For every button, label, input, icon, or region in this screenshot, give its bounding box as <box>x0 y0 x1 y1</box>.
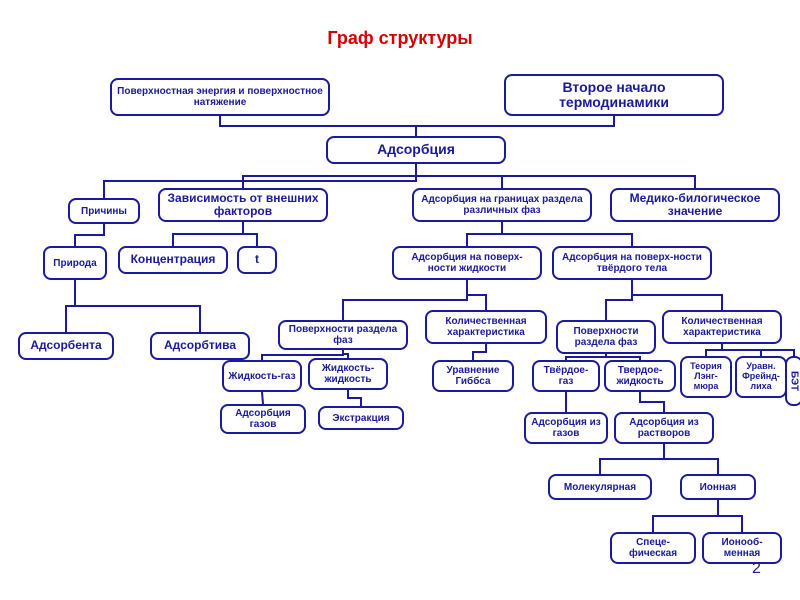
node-n27: Адсорбция газов <box>220 404 306 434</box>
node-n11: Адсорбция на поверх-ности жидкости <box>392 246 542 280</box>
edge-n6-n11 <box>467 222 502 246</box>
node-n32: Ионная <box>680 474 756 500</box>
node-n10: t <box>237 246 277 274</box>
node-n15: Поверхности раздела фаз <box>278 320 408 350</box>
node-n18: Количественная характеристика <box>662 310 782 344</box>
edge-n5-n10 <box>243 222 257 246</box>
edge-n19-n27 <box>262 392 263 404</box>
node-n31: Молекулярная <box>548 474 652 500</box>
node-n24: Теория Лэнг-мюра <box>680 356 732 398</box>
node-n14: Адсорбтива <box>150 332 250 360</box>
node-n30: Адсорбция из растворов <box>614 412 714 444</box>
edge-n18-n26 <box>722 344 794 356</box>
edge-n20-n28 <box>348 390 361 406</box>
edge-n5-n9 <box>173 222 243 246</box>
node-n12: Адсорбция на поверх-ности твёрдого тела <box>552 246 712 280</box>
edge-n12-n18 <box>632 280 722 310</box>
edge-n3-n6 <box>416 164 502 188</box>
node-n13: Адсорбента <box>18 332 114 360</box>
node-n4: Причины <box>68 198 140 224</box>
node-n25: Уравн. Фрейнд-лиха <box>735 356 787 398</box>
node-n34: Ионооб-менная <box>702 532 782 564</box>
edge-n3-n7 <box>416 164 695 188</box>
node-n28: Экстракция <box>318 406 404 430</box>
node-n23: Твердое-жидкость <box>604 360 676 392</box>
node-n1: Поверхностная энергия и поверхностное на… <box>110 78 330 116</box>
node-n5: Зависимость от внешних факторов <box>158 188 328 222</box>
node-n9: Концентрация <box>118 246 228 274</box>
node-n6: Адсорбция на границах раздела различных … <box>412 188 592 222</box>
edge-n23-n30 <box>640 392 664 412</box>
node-n21: Уравнение Гиббса <box>432 360 514 392</box>
edge-n4-n8 <box>75 224 104 246</box>
node-n17: Поверхности раздела фаз <box>556 320 656 354</box>
node-n22: Твёрдое-газ <box>532 360 600 392</box>
edge-n8-n13 <box>66 280 75 332</box>
edge-n12-n17 <box>606 280 632 320</box>
edge-n2-n3 <box>416 116 614 136</box>
edge-n32-n34 <box>718 500 742 532</box>
node-n7: Медико-билогическое значение <box>610 188 780 222</box>
edge-n30-n31 <box>600 444 664 474</box>
node-n2: Второе начало термодинамики <box>504 74 724 116</box>
edge-n1-n3 <box>220 116 416 136</box>
edge-n11-n16 <box>467 280 486 310</box>
node-n8: Природа <box>43 246 107 280</box>
edge-n16-n21 <box>473 344 486 360</box>
edge-n18-n25 <box>722 344 761 356</box>
node-n20: Жидкость-жидкость <box>308 358 388 390</box>
node-n33: Спеце-фическая <box>610 532 696 564</box>
edge-n30-n32 <box>664 444 718 474</box>
node-n26: БЭТ <box>785 356 800 406</box>
node-n3: Адсорбция <box>326 136 506 164</box>
edge-n6-n12 <box>502 222 632 246</box>
edge-n15-n20 <box>343 350 348 358</box>
edge-n8-n14 <box>75 280 200 332</box>
edge-n3-n5 <box>243 164 416 188</box>
edge-n18-n24 <box>706 344 722 356</box>
node-n19: Жидкость-газ <box>222 360 302 392</box>
edge-n32-n33 <box>653 500 718 532</box>
node-n29: Адсорбция из газов <box>524 412 608 444</box>
node-n16: Количественная характеристика <box>425 310 547 344</box>
diagram-title: Граф структуры <box>0 28 800 49</box>
